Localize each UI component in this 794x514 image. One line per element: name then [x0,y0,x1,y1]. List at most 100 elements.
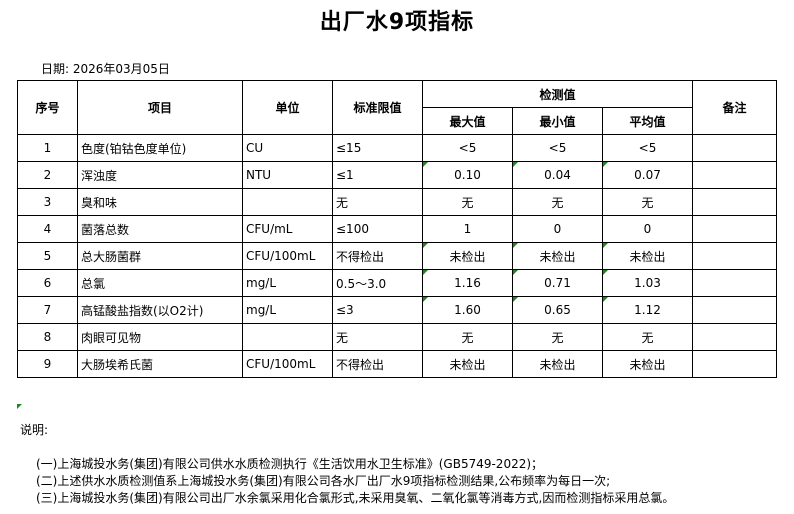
cell-no: 1 [17,134,78,162]
cell-unit: mg/L [242,269,333,297]
cell-avg: 0.07 [602,161,693,189]
table-row: 4 菌落总数 CFU/mL ≤100 1 0 0 [17,215,777,243]
cell-text: 0.71 [544,276,571,290]
cell-avg: 未检出 [602,242,693,270]
cell-text: CFU/100mL [246,357,316,371]
cell-text: 不得检出 [336,357,385,372]
cell-text: 未检出 [629,357,666,372]
cell-max: 无 [422,323,513,351]
cell-min: 未检出 [512,350,603,378]
cell-unit [242,323,333,351]
cell-text: 4 [43,222,52,236]
cell-text: 1 [463,222,472,236]
cell-item: 臭和味 [77,188,243,216]
header-no: 序号 [17,80,78,135]
cell-text: mg/L [246,303,277,317]
cell-text: CFU/100mL [246,249,316,263]
cell-remark [692,296,777,324]
cell-no: 9 [17,350,78,378]
cell-text: 大肠埃希氏菌 [81,357,154,372]
cell-text: 浑浊度 [81,168,118,183]
cell-item: 色度(铂钴色度单位) [77,134,243,162]
cell-min: <5 [512,134,603,162]
header-limit: 标准限值 [332,80,423,135]
header-unit: 单位 [242,80,333,135]
cell-text: 无 [551,195,564,210]
cell-avg: 无 [602,188,693,216]
cell-text: NTU [246,168,272,182]
cell-text: 0.04 [544,168,571,182]
cell-remark [692,215,777,243]
cell-text: CFU/mL [246,222,293,236]
cell-indicator [513,297,518,302]
cell-text: 1.60 [454,303,481,317]
cell-limit: 不得检出 [332,350,423,378]
cell-no: 4 [17,215,78,243]
cell-limit: ≤100 [332,215,423,243]
cell-item: 总氯 [77,269,243,297]
cell-text: 无 [461,195,474,210]
cell-text: 1.03 [634,276,661,290]
cell-text: CU [246,141,264,155]
cell-text: 色度(铂钴色度单位) [81,141,187,156]
cell-avg: 1.12 [602,296,693,324]
cell-limit: 0.5～3.0 [332,269,423,297]
cell-item: 高锰酸盐指数(以O2计) [77,296,243,324]
page-title: 出厂水9项指标 [319,10,475,35]
cell-text: 未检出 [449,249,486,264]
cell-text: mg/L [246,276,277,290]
cell-text: 不得检出 [336,249,385,264]
cell-limit: 不得检出 [332,242,423,270]
table-row: 9 大肠埃希氏菌 CFU/100mL 不得检出 未检出 未检出 未检出 [17,350,777,378]
cell-min: 0 [512,215,603,243]
cell-text: 高锰酸盐指数(以O2计) [81,303,204,318]
cell-no: 3 [17,188,78,216]
cell-unit: CFU/100mL [242,242,333,270]
cell-max: <5 [422,134,513,162]
cell-text: 9 [43,357,52,371]
cell-no: 8 [17,323,78,351]
header-max: 最大值 [422,107,513,135]
cell-indicator [603,270,608,275]
cell-max: 1.60 [422,296,513,324]
cell-indicator [423,243,428,248]
cell-unit: mg/L [242,296,333,324]
cell-text: 未检出 [449,357,486,372]
cell-text: 无 [461,330,474,345]
cell-avg: 无 [602,323,693,351]
table-row: 7 高锰酸盐指数(以O2计) mg/L ≤3 1.60 0.65 1.12 [17,296,777,324]
notes-heading: 说明: [20,423,49,437]
cell-limit: ≤15 [332,134,423,162]
cell-text: 无 [336,330,349,345]
cell-limit: 无 [332,188,423,216]
cell-text: 0.65 [544,303,571,317]
cell-text: <5 [638,141,657,155]
header-remark: 备注 [692,80,777,135]
table-row: 1 色度(铂钴色度单位) CU ≤15 <5 <5 <5 [17,134,777,162]
cell-text: 无 [336,195,349,210]
header-measured: 检测值 [422,80,693,108]
water-quality-table: 序号 项目 单位 标准限值 检测值 备注 最大值 最小值 平均值 1 色度(铂钴色… [17,80,777,378]
cell-text: 1.12 [634,303,661,317]
cell-text: 0.07 [634,168,661,182]
cell-text: 7 [43,303,52,317]
cell-max: 未检出 [422,242,513,270]
cell-indicator [603,297,608,302]
cell-remark [692,134,777,162]
cell-max: 0.10 [422,161,513,189]
cell-max: 1 [422,215,513,243]
cell-text: 无 [551,330,564,345]
cell-limit: ≤1 [332,161,423,189]
cell-text: 无 [641,195,654,210]
cell-min: 无 [512,323,603,351]
cell-text: ≤1 [336,168,354,182]
header-min: 最小值 [512,107,603,135]
cell-text: 0 [553,222,562,236]
cell-indicator [603,162,608,167]
cell-indicator [603,243,608,248]
cell-text: ≤3 [336,303,354,317]
cell-remark [692,161,777,189]
cell-text: 5 [43,249,52,263]
cell-avg: 未检出 [602,350,693,378]
cell-text: ≤15 [336,141,362,155]
